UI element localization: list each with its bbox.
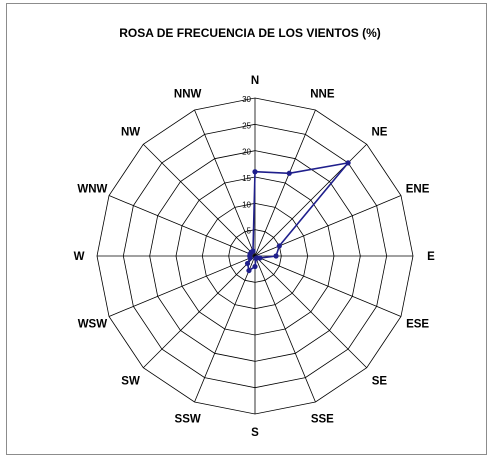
radial-ticks: 5 10 15 20 25 30 bbox=[242, 95, 251, 236]
data-point bbox=[286, 170, 292, 176]
grid-spoke bbox=[254, 255, 402, 317]
direction-label: SSW bbox=[175, 414, 201, 426]
direction-label: E bbox=[427, 251, 435, 263]
data-point bbox=[253, 255, 259, 262]
data-point bbox=[276, 243, 282, 249]
grid-spoke bbox=[194, 255, 256, 403]
direction-label: ENE bbox=[406, 184, 430, 196]
direction-label: S bbox=[251, 427, 259, 439]
grid-spoke bbox=[254, 255, 316, 403]
grid-spoke bbox=[108, 255, 256, 317]
direction-label: NW bbox=[121, 127, 140, 139]
chart-frame: ROSA DE FRECUENCIA DE LOS VIENTOS (%) 5 1… bbox=[6, 3, 487, 455]
wind-rose-chart: ROSA DE FRECUENCIA DE LOS VIENTOS (%) 5 1… bbox=[74, 26, 436, 439]
radial-tick-label: 25 bbox=[242, 121, 251, 130]
radial-tick-label: 30 bbox=[242, 95, 251, 104]
direction-label: SE bbox=[372, 375, 388, 387]
data-point bbox=[252, 263, 258, 270]
grid bbox=[96, 97, 414, 415]
direction-label: ESE bbox=[406, 318, 429, 330]
direction-label: W bbox=[74, 251, 85, 263]
data-point bbox=[252, 169, 258, 175]
direction-label: SW bbox=[121, 375, 140, 387]
data-point bbox=[345, 160, 351, 166]
grid-spoke bbox=[194, 109, 256, 257]
grid-spoke bbox=[254, 195, 402, 257]
direction-label: WNW bbox=[77, 184, 107, 196]
data-point bbox=[246, 267, 252, 274]
direction-label: SSE bbox=[311, 414, 334, 426]
direction-label: WSW bbox=[78, 318, 108, 330]
data-point bbox=[244, 260, 251, 267]
grid-spoke bbox=[254, 143, 368, 257]
direction-label: NE bbox=[371, 127, 387, 139]
grid-spoke bbox=[108, 195, 256, 257]
radial-tick-label: 5 bbox=[247, 227, 252, 236]
grid-spoke bbox=[254, 255, 368, 369]
radial-tick-label: 20 bbox=[242, 148, 251, 157]
radial-tick-label: 15 bbox=[242, 174, 251, 183]
direction-labels: N NNE NE ENE E ESE SE SSE S SSW SW WSW W WNW NW NNW bbox=[74, 75, 436, 439]
direction-label: NNW bbox=[174, 88, 202, 100]
grid-spoke bbox=[254, 109, 316, 257]
radial-tick-label: 10 bbox=[242, 200, 251, 209]
direction-label: N bbox=[251, 75, 259, 87]
series-line bbox=[246, 161, 351, 272]
grid-spoke bbox=[142, 255, 256, 369]
series-layer bbox=[244, 160, 351, 274]
chart-title: ROSA DE FRECUENCIA DE LOS VIENTOS (%) bbox=[119, 26, 381, 40]
data-point bbox=[250, 248, 256, 254]
data-point bbox=[273, 253, 279, 259]
direction-label: NNE bbox=[310, 88, 335, 100]
grid-spoke bbox=[142, 143, 256, 257]
